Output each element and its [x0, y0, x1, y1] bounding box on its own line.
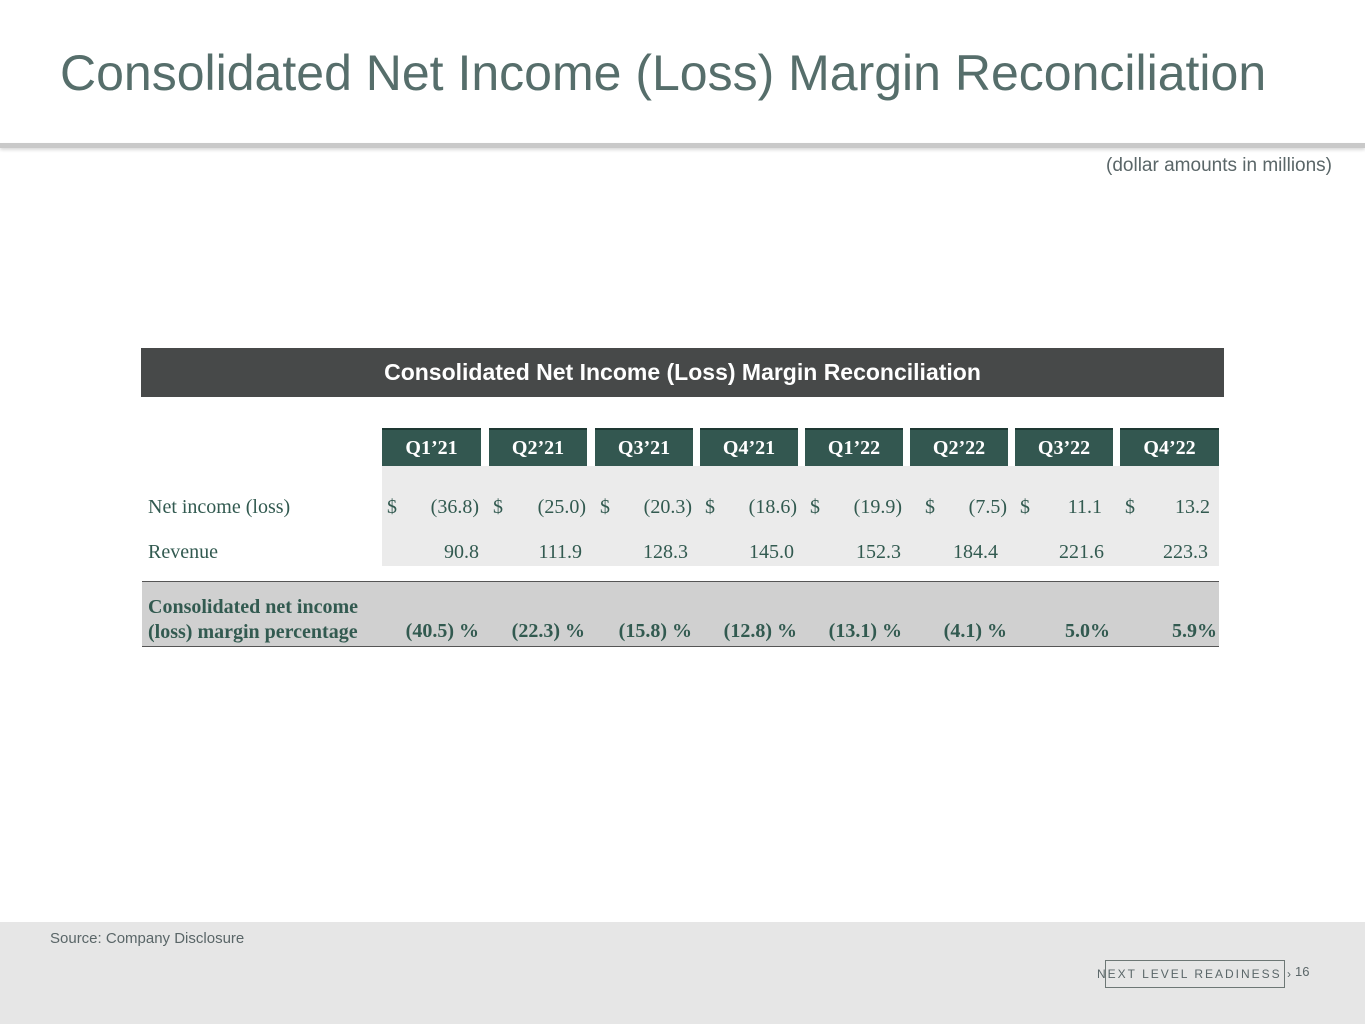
currency-symbol: $ — [810, 496, 820, 518]
margin-q1-22: (13.1) % — [828, 620, 902, 642]
margin-q4-21: (12.8) % — [723, 620, 797, 642]
currency-symbol: $ — [925, 496, 935, 518]
net-income-q2-22: (7.5) — [968, 496, 1007, 518]
net-income-q2-21: (25.0) — [537, 496, 586, 518]
revenue-q3-21: 128.3 — [643, 541, 688, 563]
page-number: 16 — [1295, 964, 1310, 979]
net-income-q3-22: 11.1 — [1067, 496, 1102, 518]
net-income-q1-21: (36.8) — [430, 496, 479, 518]
header-q1-21: Q1’21 — [382, 428, 481, 466]
tagline-box: NEXT LEVEL READINESS › — [1097, 960, 1291, 988]
header-q1-22: Q1’22 — [805, 428, 903, 466]
margin-q3-22: 5.0% — [1065, 620, 1110, 642]
table-banner: Consolidated Net Income (Loss) Margin Re… — [141, 348, 1224, 397]
units-note: (dollar amounts in millions) — [1106, 155, 1332, 176]
header-q3-22: Q3’22 — [1015, 428, 1113, 466]
margin-q4-22: 5.9% — [1172, 620, 1217, 642]
row-label-net-income: Net income (loss) — [148, 496, 291, 518]
currency-symbol: $ — [705, 496, 715, 518]
currency-symbol: $ — [1125, 496, 1135, 518]
data-rows-background — [382, 466, 1219, 566]
total-row-background — [142, 581, 1219, 647]
margin-q1-21: (40.5) % — [405, 620, 479, 642]
total-label-line-1: Consolidated net income — [148, 596, 358, 618]
net-income-q4-22: 13.2 — [1175, 496, 1210, 518]
margin-q2-21: (22.3) % — [511, 620, 585, 642]
row-label-revenue: Revenue — [148, 541, 218, 563]
header-q4-22: Q4’22 — [1120, 428, 1219, 466]
slide-title: Consolidated Net Income (Loss) Margin Re… — [60, 45, 1267, 101]
currency-symbol: $ — [493, 496, 503, 518]
margin-q3-21: (15.8) % — [618, 620, 692, 642]
total-label-line-2: (loss) margin percentage — [148, 621, 358, 643]
revenue-q1-21: 90.8 — [444, 541, 479, 563]
revenue-q1-22: 152.3 — [856, 541, 901, 563]
net-income-q1-22: (19.9) — [853, 496, 902, 518]
footer-band — [0, 922, 1365, 1024]
revenue-q4-22: 223.3 — [1163, 541, 1208, 563]
total-row-label: Consolidated net income (loss) margin pe… — [148, 595, 358, 645]
revenue-q2-22: 184.4 — [953, 541, 998, 563]
header-q2-21: Q2’21 — [489, 428, 587, 466]
title-divider — [0, 143, 1365, 148]
revenue-q2-21: 111.9 — [538, 541, 582, 563]
net-income-q4-21: (18.6) — [748, 496, 797, 518]
reconciliation-table: Q1’21 Q2’21 Q3’21 Q4’21 Q1’22 Q2’22 Q3’2… — [142, 0, 1220, 1024]
revenue-q4-21: 145.0 — [749, 541, 794, 563]
currency-symbol: $ — [600, 496, 610, 518]
revenue-q3-22: 221.6 — [1059, 541, 1104, 563]
net-income-q3-21: (20.3) — [643, 496, 692, 518]
currency-symbol: $ — [387, 496, 397, 518]
source-note: Source: Company Disclosure — [50, 930, 245, 947]
margin-q2-22: (4.1) % — [943, 620, 1007, 642]
currency-symbol: $ — [1020, 496, 1030, 518]
header-q4-21: Q4’21 — [700, 428, 798, 466]
header-q2-22: Q2’22 — [910, 428, 1008, 466]
header-q3-21: Q3’21 — [595, 428, 693, 466]
